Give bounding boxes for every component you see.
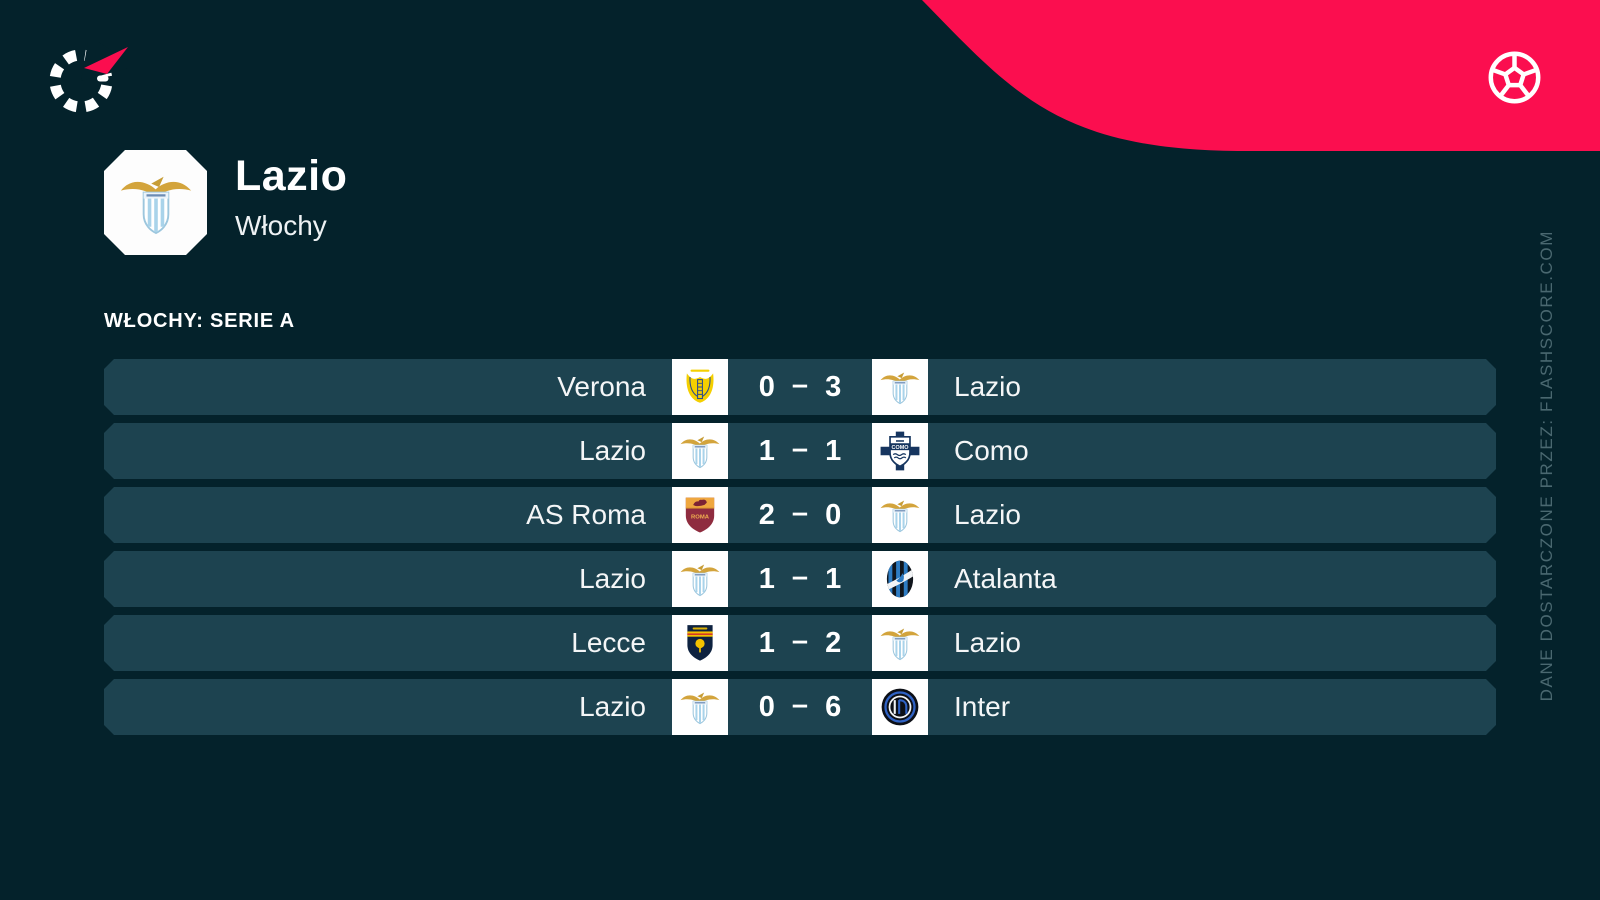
league-section-label: WŁOCHY: SERIE A (104, 310, 295, 332)
home-team-crest-icon (679, 686, 721, 728)
away-team-name: Lazio (954, 499, 1021, 530)
data-attribution-watermark: DANE DOSTARCZONE PRZEZ: FLASHSCORE.COM (1537, 230, 1556, 702)
away-score: 0 (825, 498, 842, 531)
home-score: 0 (758, 370, 775, 403)
home-score: 1 (758, 626, 775, 659)
page-title: Lazio (235, 152, 348, 200)
away-team-name: Inter (954, 691, 1011, 722)
match-score: 1 – 1 (728, 551, 872, 607)
football-icon (1488, 51, 1541, 104)
score-separator: – (791, 624, 809, 657)
home-team-name: Verona (557, 371, 646, 402)
home-team-name: AS Roma (526, 499, 646, 530)
flashscore-logo-icon[interactable] (44, 42, 128, 118)
away-team-crest-icon (879, 558, 921, 600)
match-row[interactable]: Lazio 1 – 1 Atalanta (104, 551, 1496, 607)
home-team-name: Lazio (579, 435, 646, 466)
home-team-crest-icon (679, 366, 721, 408)
away-logo-cell (872, 679, 928, 735)
away-score: 1 (825, 562, 842, 595)
away-team-crest-icon (879, 686, 921, 728)
home-team-name: Lecce (571, 627, 646, 658)
away-team-crest-icon (879, 430, 921, 472)
away-team-name: Atalanta (954, 563, 1057, 594)
away-logo-cell (872, 359, 928, 415)
match-row[interactable]: AS Roma 2 – 0 Lazio (104, 487, 1496, 543)
score-separator: – (791, 496, 809, 529)
home-team-name: Lazio (579, 563, 646, 594)
home-logo-cell (672, 359, 728, 415)
away-team-crest-icon (879, 622, 921, 664)
match-row[interactable]: Lecce 1 – 2 Lazio (104, 615, 1496, 671)
team-logo-box[interactable] (104, 150, 207, 255)
match-score: 0 – 6 (728, 679, 872, 735)
score-separator: – (791, 560, 809, 593)
lazio-crest-icon (118, 165, 194, 241)
team-header: Lazio Włochy (104, 150, 347, 255)
away-score: 3 (825, 370, 842, 403)
corner-accent-band (922, 0, 1600, 151)
home-logo-cell (672, 615, 728, 671)
team-country-label: Włochy (235, 210, 327, 241)
away-score: 1 (825, 434, 842, 467)
away-logo-cell (872, 487, 928, 543)
match-score: 1 – 1 (728, 423, 872, 479)
home-team-crest-icon (679, 494, 721, 536)
home-team-crest-icon (679, 558, 721, 600)
match-score: 1 – 2 (728, 615, 872, 671)
home-team-crest-icon (679, 430, 721, 472)
home-score: 2 (758, 498, 775, 531)
score-separator: – (791, 688, 809, 721)
away-team-name: Lazio (954, 627, 1021, 658)
match-row[interactable]: Lazio 0 – 6 Inter (104, 679, 1496, 735)
match-row[interactable]: Verona 0 – 3 Lazio (104, 359, 1496, 415)
home-score: 0 (758, 690, 775, 723)
score-separator: – (791, 432, 809, 465)
home-logo-cell (672, 679, 728, 735)
home-logo-cell (672, 423, 728, 479)
match-row[interactable]: Lazio 1 – 1 Como (104, 423, 1496, 479)
away-team-name: Como (954, 435, 1029, 466)
away-logo-cell (872, 423, 928, 479)
score-separator: – (791, 368, 809, 401)
away-score: 6 (825, 690, 842, 723)
away-team-crest-icon (879, 494, 921, 536)
home-logo-cell (672, 551, 728, 607)
match-score: 0 – 3 (728, 359, 872, 415)
home-team-crest-icon (679, 622, 721, 664)
home-score: 1 (758, 434, 775, 467)
home-logo-cell (672, 487, 728, 543)
away-logo-cell (872, 615, 928, 671)
away-logo-cell (872, 551, 928, 607)
match-score: 2 – 0 (728, 487, 872, 543)
away-team-name: Lazio (954, 371, 1021, 402)
recent-matches-list: Verona 0 – 3 Lazio Lazio 1 – 1 Como AS R… (104, 359, 1496, 743)
away-score: 2 (825, 626, 842, 659)
away-team-crest-icon (879, 366, 921, 408)
home-score: 1 (758, 562, 775, 595)
home-team-name: Lazio (579, 691, 646, 722)
